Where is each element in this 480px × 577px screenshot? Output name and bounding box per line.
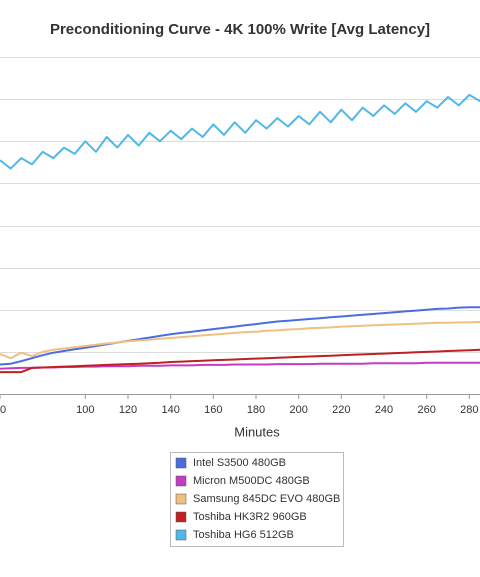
legend-label: Toshiba HG6 512GB xyxy=(193,529,294,541)
x-tick-label: 140 xyxy=(161,404,179,416)
legend-swatch xyxy=(175,475,187,487)
series-line xyxy=(0,321,480,360)
x-tick-label: 260 xyxy=(417,404,435,416)
x-tick-label: 220 xyxy=(332,404,350,416)
x-tick-label: 180 xyxy=(247,404,265,416)
x-tick-label: 60 xyxy=(0,404,6,416)
x-tick-label: 200 xyxy=(289,404,307,416)
legend-label: Samsung 845DC EVO 480GB xyxy=(193,493,340,505)
x-tick-label: 100 xyxy=(76,404,94,416)
x-tick-label: 160 xyxy=(204,404,222,416)
legend-swatch xyxy=(175,529,187,541)
legend-swatch xyxy=(175,493,187,505)
series-line xyxy=(0,93,480,170)
series-line xyxy=(0,348,480,374)
x-axis-label: Minutes xyxy=(234,424,280,439)
legend-label: Intel S3500 480GB xyxy=(193,457,286,469)
legend-label: Micron M500DC 480GB xyxy=(193,475,310,487)
legend-swatch xyxy=(175,457,187,469)
legend-label: Toshiba HK3R2 960GB xyxy=(193,511,307,523)
chart-title: Preconditioning Curve - 4K 100% Write [A… xyxy=(50,21,430,38)
series-line xyxy=(0,306,480,366)
x-tick-label: 120 xyxy=(119,404,137,416)
x-tick-label: 240 xyxy=(375,404,393,416)
legend-swatch xyxy=(175,511,187,523)
legend-box xyxy=(170,452,344,547)
x-tick-label: 280 xyxy=(460,404,478,416)
